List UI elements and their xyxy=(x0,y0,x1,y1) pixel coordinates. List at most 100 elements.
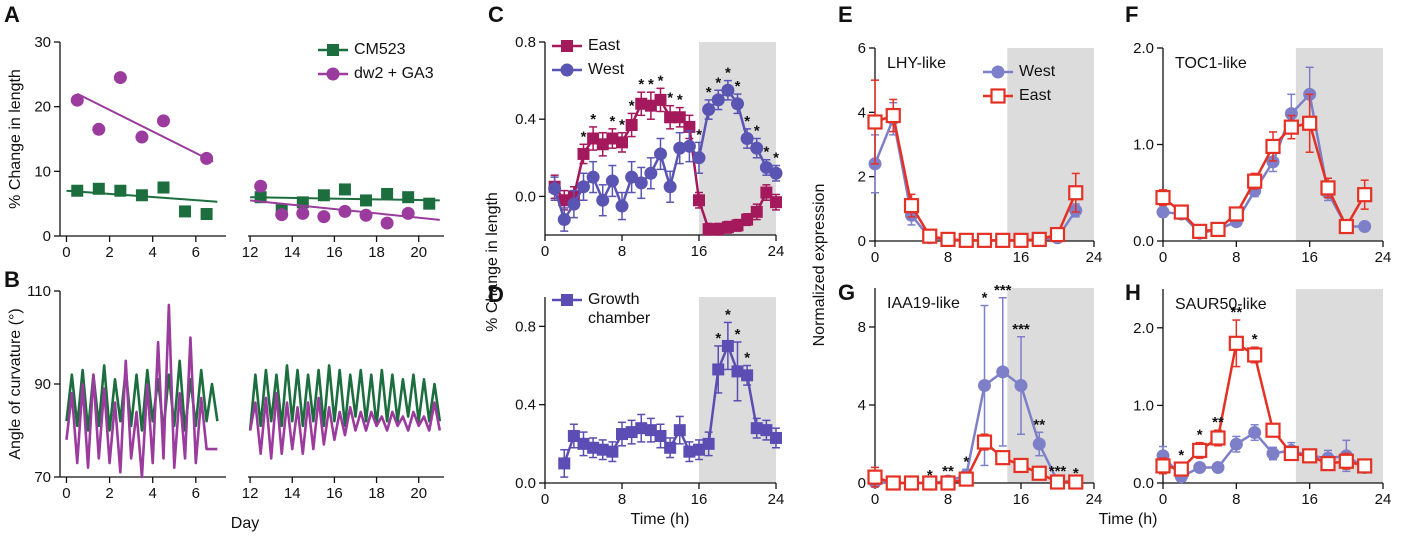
y-tick-label: 30 xyxy=(34,34,51,51)
marker xyxy=(741,369,754,382)
x-tick-label: 24 xyxy=(1375,491,1392,508)
marker xyxy=(1338,453,1354,469)
marker xyxy=(634,176,648,190)
x-tick-label: 0 xyxy=(541,243,549,260)
marker xyxy=(702,437,715,450)
legend-marker xyxy=(560,63,574,77)
marker xyxy=(1014,379,1028,392)
marker xyxy=(922,228,938,244)
marker xyxy=(557,213,571,227)
significance-star: * xyxy=(658,72,664,89)
marker xyxy=(711,93,725,107)
x-tick-label: 16 xyxy=(326,485,343,502)
marker xyxy=(731,97,744,111)
significance-star: * xyxy=(590,111,596,128)
significance-star: * xyxy=(638,76,644,93)
y-tick-label: 20 xyxy=(34,99,51,116)
marker xyxy=(401,206,415,220)
marker xyxy=(741,213,754,226)
marker xyxy=(1248,426,1262,440)
x-tick-label: 0 xyxy=(62,485,70,502)
series-line xyxy=(248,364,442,431)
y-tick-label: 0.0 xyxy=(1133,475,1154,492)
panel-letter: G xyxy=(838,280,855,305)
marker xyxy=(1068,185,1084,201)
significance-star: * xyxy=(725,65,731,82)
marker xyxy=(1031,231,1047,247)
significance-star: * xyxy=(1073,465,1079,482)
marker xyxy=(1193,460,1207,474)
x-tick-label: 24 xyxy=(768,491,785,508)
x-tick-label: 0 xyxy=(1159,249,1167,266)
significance-star: * xyxy=(609,113,615,130)
x-tick-label: 16 xyxy=(691,491,708,508)
night-shade xyxy=(699,42,776,235)
marker xyxy=(750,141,764,155)
marker xyxy=(360,194,373,207)
x-axis-label: Day xyxy=(231,515,259,532)
marker xyxy=(995,450,1011,466)
y-axis-label: % Change in length xyxy=(7,69,24,209)
y-tick-label: 0.4 xyxy=(515,397,536,414)
significance-star: *** xyxy=(994,282,1012,299)
marker xyxy=(885,475,901,491)
marker xyxy=(922,475,938,491)
legend-label-box: West xyxy=(588,61,624,78)
marker xyxy=(769,166,783,180)
legend-marker xyxy=(327,44,339,56)
marker xyxy=(978,379,991,392)
x-tick-label: 8 xyxy=(944,491,952,508)
marker xyxy=(995,232,1011,248)
marker xyxy=(721,221,734,234)
panel-letter: H xyxy=(1125,280,1141,305)
x-tick-label: 8 xyxy=(618,491,626,508)
marker xyxy=(760,424,773,437)
marker xyxy=(317,189,330,202)
y-tick-label: 6 xyxy=(858,40,866,57)
y-axis-label: Angle of curvature (°) xyxy=(7,308,24,459)
marker xyxy=(625,118,638,131)
panel-letter: E xyxy=(838,2,853,27)
marker xyxy=(606,445,619,458)
significance-star: * xyxy=(715,74,721,91)
x-tick-label: 6 xyxy=(192,485,200,502)
x-tick-label: 0 xyxy=(541,491,549,508)
x-tick-label: 24 xyxy=(1086,249,1103,266)
panel-letter: B xyxy=(4,267,20,292)
marker xyxy=(625,426,638,439)
series-line xyxy=(248,392,442,460)
legend-label-box: CM523 xyxy=(354,41,406,58)
significance-star: *** xyxy=(1012,321,1030,338)
marker xyxy=(587,132,600,145)
marker xyxy=(577,437,590,450)
x-tick-label: 16 xyxy=(1301,249,1318,266)
y-tick-label: 0 xyxy=(43,228,51,245)
marker xyxy=(156,114,170,128)
x-tick-label: 18 xyxy=(368,485,385,502)
marker xyxy=(867,469,883,485)
y-tick-label: 0.8 xyxy=(515,318,536,335)
legend-marker xyxy=(990,88,1006,104)
marker xyxy=(1357,187,1373,203)
x-tick-label: 8 xyxy=(1232,491,1240,508)
marker xyxy=(587,441,600,454)
legend-label-box: East xyxy=(588,37,620,54)
significance-star: * xyxy=(581,128,587,145)
y-tick-label: 4 xyxy=(858,397,866,414)
significance-star: * xyxy=(963,453,969,470)
marker xyxy=(616,428,628,441)
marker xyxy=(71,184,84,197)
marker xyxy=(702,103,716,117)
marker xyxy=(1210,221,1226,238)
marker xyxy=(664,111,677,124)
marker xyxy=(567,197,581,211)
marker xyxy=(721,83,735,97)
marker xyxy=(359,208,373,222)
marker xyxy=(338,183,351,196)
legend-marker xyxy=(991,65,1005,79)
significance-star: * xyxy=(667,90,673,107)
legend-label-box: West xyxy=(1019,63,1055,80)
marker xyxy=(135,130,149,144)
marker xyxy=(254,191,267,204)
